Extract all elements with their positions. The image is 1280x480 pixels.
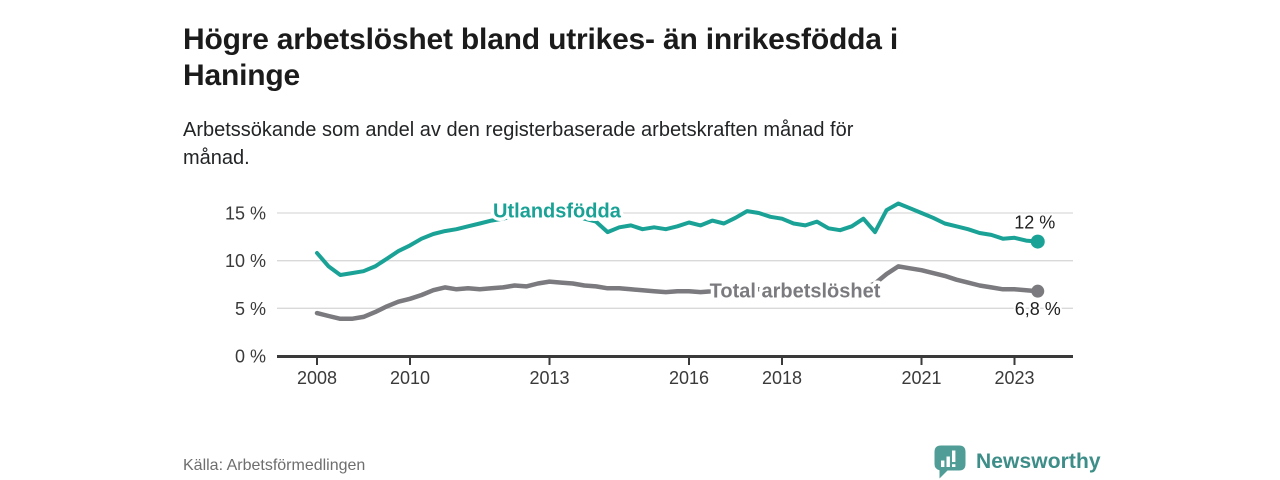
- bar-chart-glyph: [941, 450, 956, 467]
- newsworthy-bubble-icon: [934, 445, 966, 479]
- chart-subtitle: Arbetssökande som andel av den registerb…: [183, 116, 1083, 172]
- x-tick-label-2016: 2016: [669, 368, 709, 388]
- x-tick-label-2008: 2008: [297, 368, 337, 388]
- y-tick-label-5: 5 %: [235, 299, 266, 319]
- series-utlandsfodda-label: Utlandsfödda: [493, 201, 622, 223]
- brand-name: Newsworthy: [976, 449, 1101, 473]
- y-tick-label-15: 15 %: [225, 204, 266, 224]
- series-total-arbetsloshet-end-dot: [1031, 284, 1045, 298]
- series-total-arbetsloshet-line: [314, 264, 1041, 322]
- y-tick-label-0: 0 %: [235, 347, 266, 367]
- series-utlandsfodda-end-value: 12 %: [1014, 213, 1055, 233]
- page-title: Högre arbetslöshet bland utrikes- än inr…: [183, 22, 1143, 94]
- source-credit: Källa: Arbetsförmedlingen: [183, 457, 366, 474]
- brand-logo: Newsworthy: [933, 444, 1101, 479]
- series-total-arbetsloshet-end-value: 6,8 %: [1015, 299, 1061, 319]
- title-line-2: Haninge: [183, 59, 300, 93]
- x-tick-label-2023: 2023: [994, 368, 1034, 388]
- series-utlandsfodda-line: [315, 201, 1040, 277]
- x-tick-label-2010: 2010: [390, 368, 430, 388]
- x-tick-label-2013: 2013: [529, 368, 569, 388]
- x-tick-label-2021: 2021: [901, 368, 941, 388]
- subtitle-line-1: Arbetssökande som andel av den registerb…: [183, 119, 854, 141]
- series-total-arbetsloshet-label: Total arbetslöshet: [710, 281, 881, 303]
- y-tick-label-10: 10 %: [225, 251, 266, 271]
- subtitle-line-2: månad.: [183, 147, 250, 169]
- x-tick-label-2018: 2018: [762, 368, 802, 388]
- title-line-1: Högre arbetslöshet bland utrikes- än inr…: [183, 23, 898, 57]
- series-utlandsfodda-end-dot: [1030, 234, 1045, 249]
